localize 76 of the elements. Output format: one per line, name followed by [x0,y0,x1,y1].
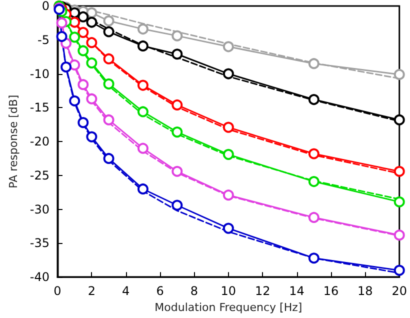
point [103,114,114,126]
point [308,176,320,188]
point [78,26,89,38]
point [69,95,80,106]
point [308,252,320,264]
point [103,78,114,90]
point [86,131,98,142]
point [86,16,98,28]
x-tick-label: 14 [289,284,304,298]
point [172,126,183,138]
point [86,93,98,104]
y-tick-label: -10 [30,66,50,81]
point [222,122,234,133]
point [103,26,114,38]
point [86,57,98,68]
y-tick-label: -5 [38,32,50,47]
point [308,94,320,106]
point [69,16,80,28]
point [222,190,234,201]
point [394,68,405,80]
y-tick-label: -25 [30,168,50,182]
point [86,37,98,48]
point [394,114,405,126]
point [103,53,114,64]
point [222,41,234,52]
point [394,230,405,241]
x-axis-title: Modulation Frequency [Hz] [154,301,302,314]
point [172,200,183,211]
y-tick-label: -20 [30,134,50,149]
point [137,142,148,154]
point [103,15,114,26]
point [69,32,80,43]
point [78,117,89,128]
point [78,79,89,90]
point [394,264,405,276]
x-tick-label: 6 [156,284,164,298]
point [56,17,68,28]
x-tick-label: 2 [88,284,96,298]
x-tick-label: 0 [54,284,62,298]
point [172,99,183,110]
point [308,148,320,160]
point [308,212,320,223]
point [394,196,405,208]
point [103,152,114,164]
x-tick-label: 10 [220,284,236,298]
x-tick-label: 18 [358,284,373,298]
y-tick-label: -15 [30,100,50,115]
point [137,106,148,118]
point [69,59,80,70]
x-tick-label: 16 [323,284,339,298]
point [78,45,89,56]
point [137,80,148,91]
y-tick-label: -30 [30,202,50,216]
point [222,222,234,234]
x-tick-label: 8 [190,284,198,298]
y-axis-title: PA response [dB] [7,94,20,188]
point [56,31,68,42]
x-tick-label: 12 [254,284,270,298]
point [137,24,148,35]
point [86,7,98,18]
point [137,183,148,194]
point [137,40,148,52]
x-tick-label: 20 [392,284,408,298]
point [172,166,183,177]
point [222,68,234,80]
y-tick-label: -40 [30,270,50,284]
point [60,62,72,72]
point [78,11,89,22]
point [308,58,320,70]
point [222,148,234,160]
x-tick-label: 4 [122,284,130,298]
point [172,30,183,42]
point [394,166,405,177]
y-tick-label: -35 [30,236,50,250]
y-tick-label: 0 [42,0,50,13]
point [172,48,183,60]
